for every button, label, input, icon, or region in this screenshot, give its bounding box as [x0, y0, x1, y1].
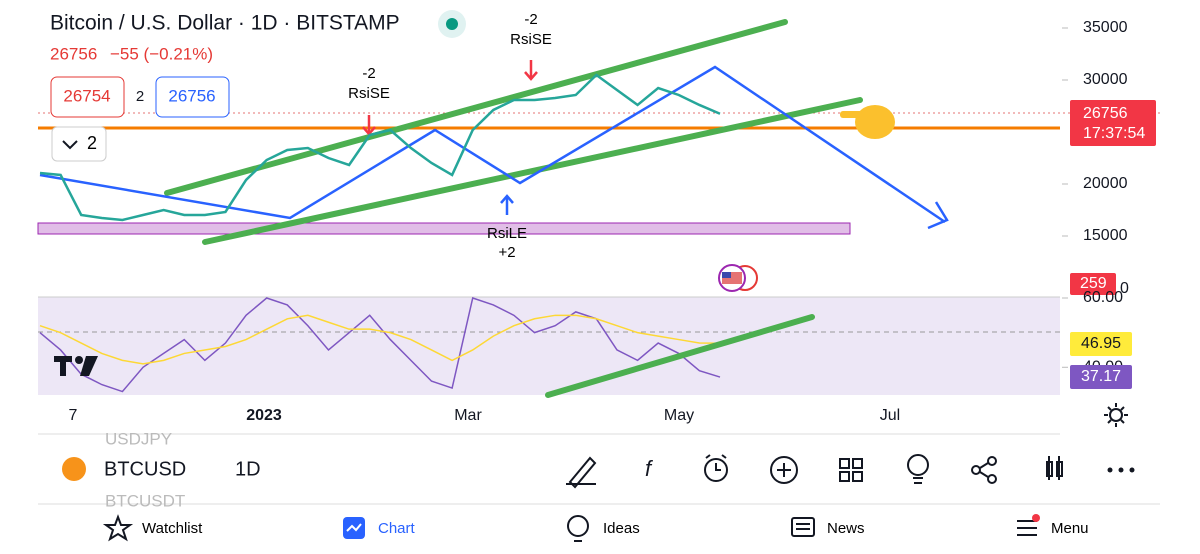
volume-axis: 0 [1120, 280, 1129, 297]
nav-label[interactable]: Chart [378, 520, 416, 537]
nav-label[interactable]: News [827, 520, 865, 537]
y-tick-label: 20000 [1083, 175, 1128, 192]
annotation: RsiSE [348, 85, 390, 102]
status-dot [446, 18, 458, 30]
annotation: RsiSE [510, 31, 552, 48]
price-label [1070, 100, 1156, 146]
price: 26756 [50, 44, 97, 63]
symbol[interactable]: BTCUSD [104, 458, 186, 480]
settings-icon[interactable] [1104, 403, 1128, 427]
prev-symbol: USDJPY [105, 429, 172, 448]
quantity: 2 [136, 88, 144, 105]
ma-value: 46.95 [1081, 335, 1121, 352]
toolbar-icons[interactable]: f [566, 454, 1063, 489]
annotation: -2 [362, 65, 375, 82]
volume-label [1070, 273, 1116, 295]
channel [164, 19, 863, 398]
badge [1032, 514, 1040, 522]
zone-box [37, 222, 851, 235]
hand-icon [840, 105, 895, 139]
trend-lines [39, 65, 949, 230]
title: Bitcoin / U.S. Dollar · 1D · BITSTAMP [50, 12, 400, 35]
signal-arrows [362, 60, 538, 215]
nav-icons[interactable] [102, 514, 1037, 542]
annotation: RsiLE [487, 225, 527, 242]
rsi-label [1070, 365, 1132, 389]
nav-label[interactable]: Ideas [603, 520, 640, 537]
y-tick-label: 35000 [1083, 19, 1128, 36]
rsi-panel [38, 297, 1060, 395]
x-tick-label: Jul [880, 407, 900, 424]
price-line [39, 73, 721, 222]
rsi-line [39, 297, 721, 393]
logo [54, 356, 98, 376]
last-price: 26756 [1083, 105, 1128, 122]
layouts-count: 2 [87, 133, 97, 153]
x-tick-label: 7 [69, 407, 78, 424]
svg-text:f: f [645, 456, 654, 481]
y-tick-label: 30000 [1083, 71, 1128, 88]
btc-icon [62, 457, 86, 481]
more-icon[interactable] [1107, 467, 1135, 473]
annotation: +2 [498, 244, 515, 261]
next-symbol: BTCUSDT [105, 491, 185, 510]
interval[interactable]: 1D [235, 458, 261, 480]
ma-label [1070, 332, 1132, 356]
x-tick-label: Mar [454, 407, 482, 424]
layouts-button[interactable] [51, 126, 107, 162]
volume-last: 259 [1080, 275, 1107, 292]
rsi-ma-line [39, 314, 721, 365]
countdown: 17:37:54 [1083, 125, 1145, 142]
sell-price: 26754 [63, 86, 110, 105]
rsi-value: 37.17 [1081, 368, 1121, 385]
sell-button[interactable] [50, 76, 125, 118]
x-tick-label: May [664, 407, 694, 424]
annotation: -2 [524, 11, 537, 28]
flag-icons [718, 264, 758, 292]
y-tick-label: 15000 [1083, 227, 1128, 244]
x-tick-label: 2023 [246, 407, 282, 424]
buy-price: 26756 [168, 86, 215, 105]
rsi-tick-label: 60.00 [1083, 289, 1123, 306]
nav-label[interactable]: Menu [1051, 520, 1089, 537]
nav-label[interactable]: Watchlist [142, 520, 203, 537]
change: −55 (−0.21%) [110, 44, 213, 63]
buy-button[interactable] [155, 76, 230, 118]
chevron [62, 140, 78, 150]
